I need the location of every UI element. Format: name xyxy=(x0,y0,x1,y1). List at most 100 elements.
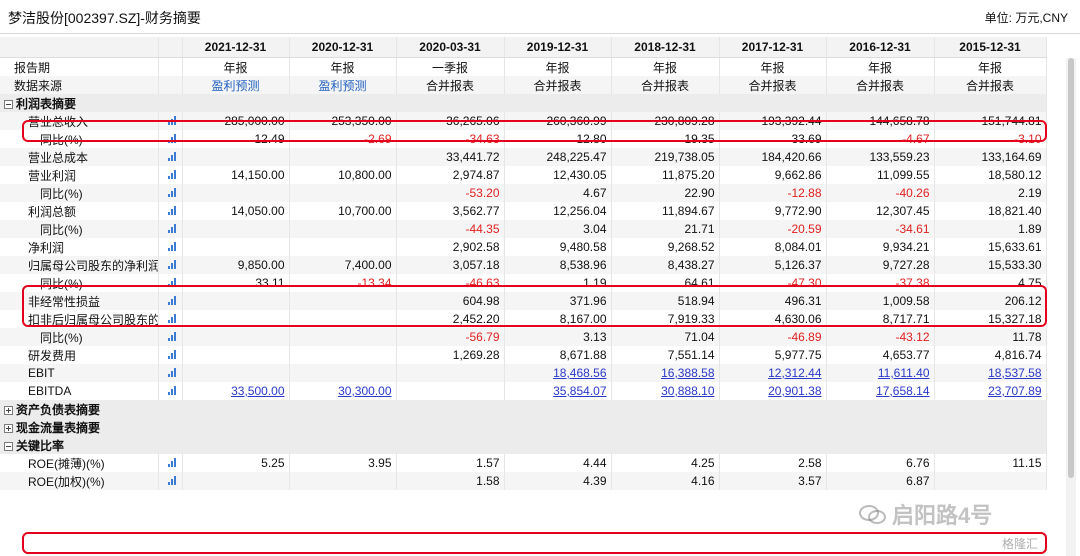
section-income[interactable]: 利润表摘要 xyxy=(0,94,1047,112)
column-header[interactable]: 2017-12-31 xyxy=(719,37,827,58)
value-cell: 11,875.20 xyxy=(611,166,720,184)
bar-chart-icon[interactable] xyxy=(167,332,178,341)
section-row[interactable]: 资产负债表摘要 xyxy=(0,400,1047,418)
bar-chart-icon[interactable] xyxy=(167,206,178,215)
value-link[interactable]: 16,388.58 xyxy=(661,366,715,380)
scrollbar-thumb[interactable] xyxy=(1068,58,1074,478)
bar-chart-icon[interactable] xyxy=(167,260,178,269)
bar-chart-icon[interactable] xyxy=(167,458,178,467)
value-cell: 7,919.33 xyxy=(611,310,720,328)
section-row[interactable]: 关键比率 xyxy=(0,436,1047,454)
minus-box-icon[interactable] xyxy=(4,99,13,109)
value-cell[interactable]: 12,312.44 xyxy=(719,364,827,382)
section-cashflow[interactable]: 现金流量表摘要 xyxy=(0,418,1047,436)
value-link[interactable]: 18,468.56 xyxy=(553,366,607,380)
value-cell[interactable]: 33,500.00 xyxy=(182,382,290,400)
value-cell[interactable]: 23,707.89 xyxy=(934,382,1047,400)
value-link[interactable]: 33,500.00 xyxy=(231,384,285,398)
value-cell[interactable]: 18,537.58 xyxy=(934,364,1047,382)
column-header[interactable]: 2018-12-31 xyxy=(611,37,720,58)
chart-icon-cell[interactable] xyxy=(158,346,183,364)
chart-icon-cell[interactable] xyxy=(158,364,183,382)
bar-chart-icon[interactable] xyxy=(167,278,178,287)
section-ratios[interactable]: 关键比率 xyxy=(0,436,1047,454)
value-cell[interactable]: 18,468.56 xyxy=(504,364,612,382)
chart-icon-cell[interactable] xyxy=(158,112,183,130)
bar-chart-icon[interactable] xyxy=(167,242,178,251)
row-label: 同比(%) xyxy=(0,274,159,292)
value-link[interactable]: 12,312.44 xyxy=(768,366,822,380)
table-row: 研发费用 1,269.28 8,671.88 7,551.14 5,977.75 4,65… xyxy=(0,346,1047,364)
column-header[interactable]: 2015-12-31 xyxy=(934,37,1047,58)
value-cell: 4,653.77 xyxy=(826,346,935,364)
chart-icon-cell[interactable] xyxy=(158,274,183,292)
value-link[interactable]: 35,854.07 xyxy=(553,384,607,398)
row-label: 营业总收入 xyxy=(0,112,159,130)
value-link[interactable]: 17,658.14 xyxy=(876,384,930,398)
column-header[interactable]: 2019-12-31 xyxy=(504,37,612,58)
value-link[interactable]: 11,611.40 xyxy=(877,366,930,380)
value-cell[interactable]: 20,901.38 xyxy=(719,382,827,400)
chart-icon-cell[interactable] xyxy=(158,166,183,184)
bar-chart-icon[interactable] xyxy=(167,116,178,125)
table-row: 营业总收入 285,000.00 253,350.00 36,265.06 260,36… xyxy=(0,112,1047,130)
chart-icon-cell[interactable] xyxy=(158,310,183,328)
vertical-scrollbar[interactable] xyxy=(1066,58,1076,556)
table-row: 同比(%) -53.20 4.67 22.90 -12.88 -40.26 2.19 xyxy=(0,184,1047,202)
bar-chart-icon[interactable] xyxy=(167,476,178,485)
value-link[interactable]: 30,888.10 xyxy=(661,384,715,398)
column-header[interactable]: 2016-12-31 xyxy=(826,37,935,58)
value-cell: 8,717.71 xyxy=(826,310,935,328)
chart-icon-cell[interactable] xyxy=(158,148,183,166)
chart-icon-cell[interactable] xyxy=(158,472,183,490)
section-row[interactable]: 现金流量表摘要 xyxy=(0,418,1047,436)
chart-icon-cell[interactable] xyxy=(158,130,183,148)
chart-icon-cell[interactable] xyxy=(158,184,183,202)
value-link[interactable]: 18,537.58 xyxy=(988,366,1042,380)
value-cell[interactable]: 35,854.07 xyxy=(504,382,612,400)
chart-icon-cell[interactable] xyxy=(158,220,183,238)
chart-icon-cell[interactable] xyxy=(158,382,183,400)
value-cell: 184,420.66 xyxy=(719,148,827,166)
chart-icon-cell[interactable] xyxy=(158,292,183,310)
section-label: 资产负债表摘要 xyxy=(16,402,101,417)
bar-chart-icon[interactable] xyxy=(167,134,178,143)
value-cell[interactable]: 30,888.10 xyxy=(611,382,720,400)
plus-box-icon[interactable] xyxy=(4,405,13,415)
value-link[interactable]: 30,300.00 xyxy=(338,384,392,398)
value-cell[interactable]: 17,658.14 xyxy=(826,382,935,400)
chart-icon-cell[interactable] xyxy=(158,328,183,346)
value-cell: 133,559.23 xyxy=(826,148,935,166)
bar-chart-icon[interactable] xyxy=(167,368,178,377)
value-cell xyxy=(289,346,397,364)
bar-chart-icon[interactable] xyxy=(167,350,178,359)
column-header[interactable]: 2020-03-31 xyxy=(396,37,505,58)
value-cell[interactable]: 11,611.40 xyxy=(826,364,935,382)
value-cell xyxy=(182,238,290,256)
value-cell[interactable]: 16,388.58 xyxy=(611,364,720,382)
plus-box-icon[interactable] xyxy=(4,423,13,433)
chart-icon-cell[interactable] xyxy=(158,238,183,256)
value-link[interactable]: 20,901.38 xyxy=(768,384,822,398)
value-cell: -40.26 xyxy=(826,184,935,202)
bar-chart-icon[interactable] xyxy=(167,314,178,323)
column-header[interactable]: 2020-12-31 xyxy=(289,37,397,58)
section-balance[interactable]: 资产负债表摘要 xyxy=(0,400,1047,418)
bar-chart-icon[interactable] xyxy=(167,188,178,197)
minus-box-icon[interactable] xyxy=(4,441,13,451)
bar-chart-icon[interactable] xyxy=(167,170,178,179)
row-label: 同比(%) xyxy=(0,184,159,202)
chart-icon-cell[interactable] xyxy=(158,256,183,274)
bar-chart-icon[interactable] xyxy=(167,386,178,395)
value-cell: 2.58 xyxy=(719,454,827,472)
value-link[interactable]: 23,707.89 xyxy=(988,384,1042,398)
chart-icon-cell[interactable] xyxy=(158,454,183,472)
bar-chart-icon[interactable] xyxy=(167,152,178,161)
section-row[interactable]: 利润表摘要 xyxy=(0,94,1047,112)
bar-chart-icon[interactable] xyxy=(167,224,178,233)
value-cell[interactable]: 30,300.00 xyxy=(289,382,397,400)
bar-chart-icon[interactable] xyxy=(167,296,178,305)
column-header[interactable]: 2021-12-31 xyxy=(182,37,290,58)
value-cell: 14,150.00 xyxy=(182,166,290,184)
chart-icon-cell[interactable] xyxy=(158,202,183,220)
